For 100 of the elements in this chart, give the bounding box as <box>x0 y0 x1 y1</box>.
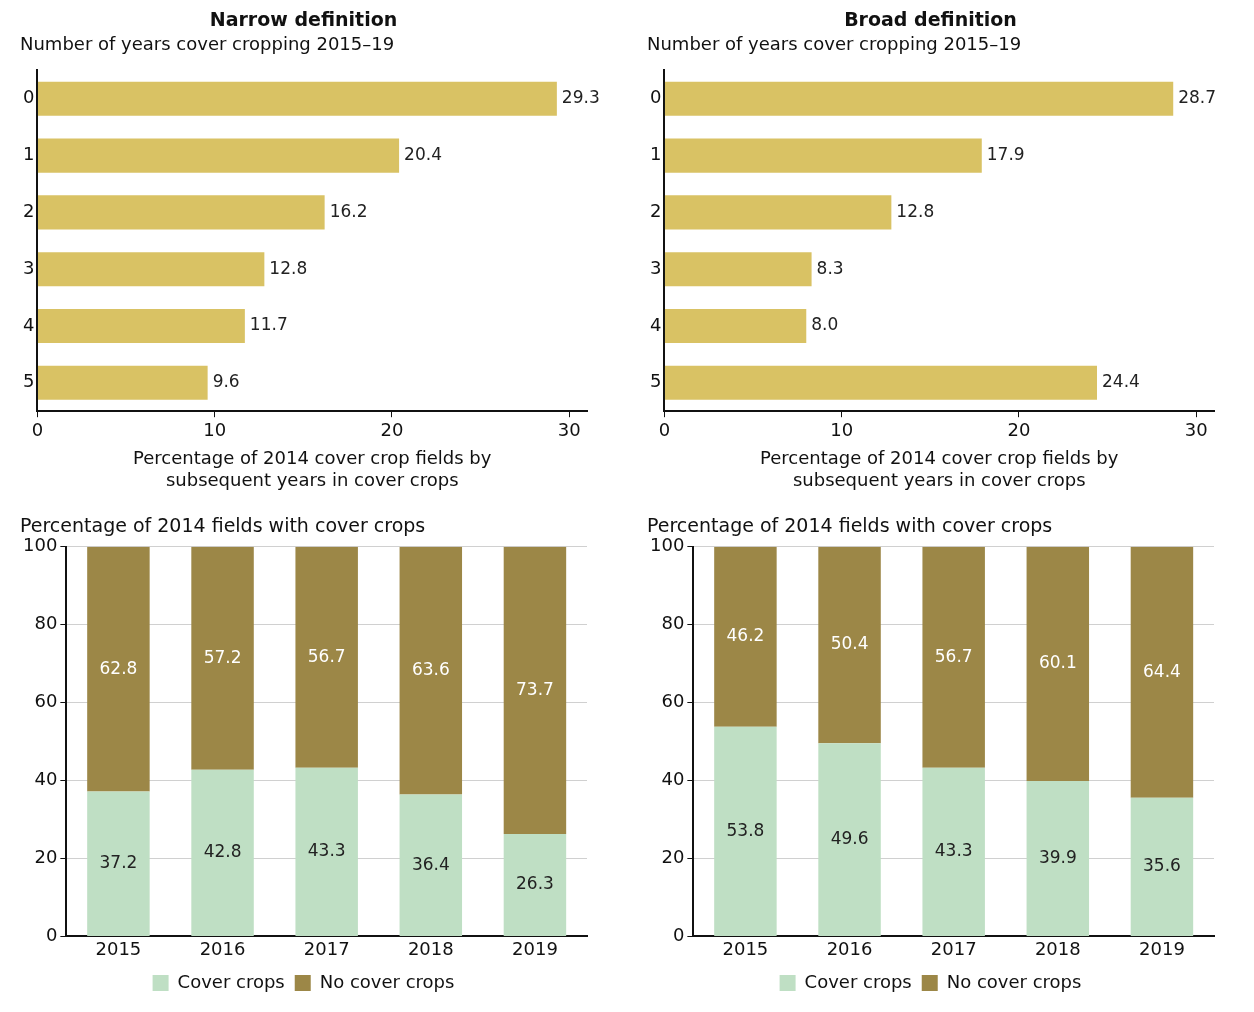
y-tick-label: 60 <box>661 690 685 712</box>
bar <box>37 365 208 400</box>
bar <box>295 546 358 768</box>
y-tick-label: 40 <box>661 768 685 790</box>
data-label: 16.2 <box>329 200 368 221</box>
bar <box>922 546 985 768</box>
y-tick-label: 40 <box>34 768 58 790</box>
x-axis-title: Percentage of 2014 cover crop fields by subsequent years in cover crops <box>760 447 1119 490</box>
y-tick-label: 3 <box>650 256 662 278</box>
bar <box>664 365 1097 400</box>
data-label: 50.4 <box>830 633 869 654</box>
data-label: 26.3 <box>516 873 554 894</box>
bar <box>87 791 150 936</box>
data-label: 8.3 <box>816 257 844 278</box>
x-tick-label: 2019 <box>512 937 558 959</box>
y-tick-label: 60 <box>34 690 58 712</box>
data-label: 60.1 <box>1038 652 1077 673</box>
bar <box>399 546 463 795</box>
x-tick-label: 20 <box>1007 418 1031 440</box>
bar <box>1026 546 1090 781</box>
bar <box>664 308 807 344</box>
y-tick-label: 2 <box>23 200 35 222</box>
legend-label: No cover crops <box>319 970 455 992</box>
data-label: 12.8 <box>269 257 308 278</box>
data-label: 37.2 <box>99 852 138 873</box>
data-label: 49.6 <box>830 827 869 848</box>
bar <box>922 767 985 936</box>
bar <box>1130 546 1194 798</box>
legend-label: Cover crops <box>804 970 912 992</box>
bar <box>664 81 1174 116</box>
bar <box>191 769 254 936</box>
bar <box>503 833 567 936</box>
y-tick-label: 20 <box>34 846 58 868</box>
data-label: 63.6 <box>411 659 450 680</box>
data-label: 57.2 <box>203 646 242 667</box>
data-label: 56.7 <box>307 645 346 666</box>
data-label: 64.4 <box>1143 660 1181 681</box>
x-tick-label: 2015 <box>95 937 142 959</box>
y-tick-label: 1 <box>650 143 662 165</box>
data-label: 36.4 <box>411 853 450 874</box>
data-label: 46.2 <box>726 625 765 646</box>
y-tick-label: 5 <box>650 370 662 392</box>
x-tick-label: 10 <box>830 418 854 440</box>
bar <box>37 195 325 230</box>
y-tick-label: 80 <box>661 612 685 634</box>
data-label: 56.7 <box>934 645 973 666</box>
x-tick-label: 2018 <box>1034 937 1081 959</box>
y-tick-label: 2 <box>650 200 662 222</box>
data-label: 53.8 <box>726 819 765 840</box>
chart-subtitle: Number of years cover cropping 2015–19 <box>647 33 1022 55</box>
chart-subtitle: Number of years cover cropping 2015–19 <box>20 33 395 55</box>
bar <box>1130 797 1194 936</box>
data-label: 43.3 <box>307 840 346 861</box>
bar <box>37 81 557 116</box>
y-tick-label: 80 <box>34 612 58 634</box>
data-label: 17.9 <box>986 144 1025 165</box>
data-label: 11.7 <box>249 314 288 335</box>
data-label: 20.4 <box>404 144 442 165</box>
bar <box>87 546 150 792</box>
data-label: 39.9 <box>1038 846 1077 867</box>
y-tick-label: 0 <box>23 86 35 108</box>
bar <box>818 743 881 936</box>
x-tick-label: 20 <box>380 418 404 440</box>
bar <box>664 195 892 230</box>
data-label: 24.4 <box>1102 371 1140 392</box>
data-label: 9.6 <box>212 371 240 392</box>
bar <box>295 767 358 936</box>
bar <box>37 138 400 173</box>
legend-label: Cover crops <box>177 970 285 992</box>
x-tick-label: 2017 <box>930 937 977 959</box>
chart-title: Broad definition <box>844 8 1017 31</box>
data-label: 35.6 <box>1143 855 1181 876</box>
data-label: 12.8 <box>896 200 935 221</box>
y-tick-label: 100 <box>23 534 58 556</box>
y-tick-label: 20 <box>661 846 685 868</box>
x-tick-label: 30 <box>1184 418 1208 440</box>
bar <box>191 546 254 770</box>
x-tick-label: 2016 <box>826 937 873 959</box>
y-tick-label: 100 <box>650 534 685 556</box>
bar <box>664 252 812 287</box>
x-tick-label: 10 <box>203 418 227 440</box>
bar <box>37 308 245 344</box>
bar <box>714 726 777 936</box>
y-tick-label: 1 <box>23 143 35 165</box>
data-label: 62.8 <box>99 657 138 678</box>
y-tick-label: 5 <box>23 370 35 392</box>
y-tick-label: 4 <box>650 313 662 335</box>
data-label: 29.3 <box>561 87 600 108</box>
x-tick-label: 30 <box>557 418 581 440</box>
bar <box>664 138 982 173</box>
bar <box>818 546 881 744</box>
y-tick-label: 0 <box>650 86 662 108</box>
chart-title: Narrow definition <box>209 8 398 31</box>
chart-title: Percentage of 2014 fields with cover crops <box>647 514 1053 537</box>
data-label: 43.3 <box>934 840 973 861</box>
chart-title: Percentage of 2014 fields with cover crops <box>20 514 426 537</box>
x-tick-label: 2017 <box>303 937 350 959</box>
data-label: 28.7 <box>1178 87 1217 108</box>
bar <box>399 794 463 936</box>
bar <box>1026 780 1090 936</box>
